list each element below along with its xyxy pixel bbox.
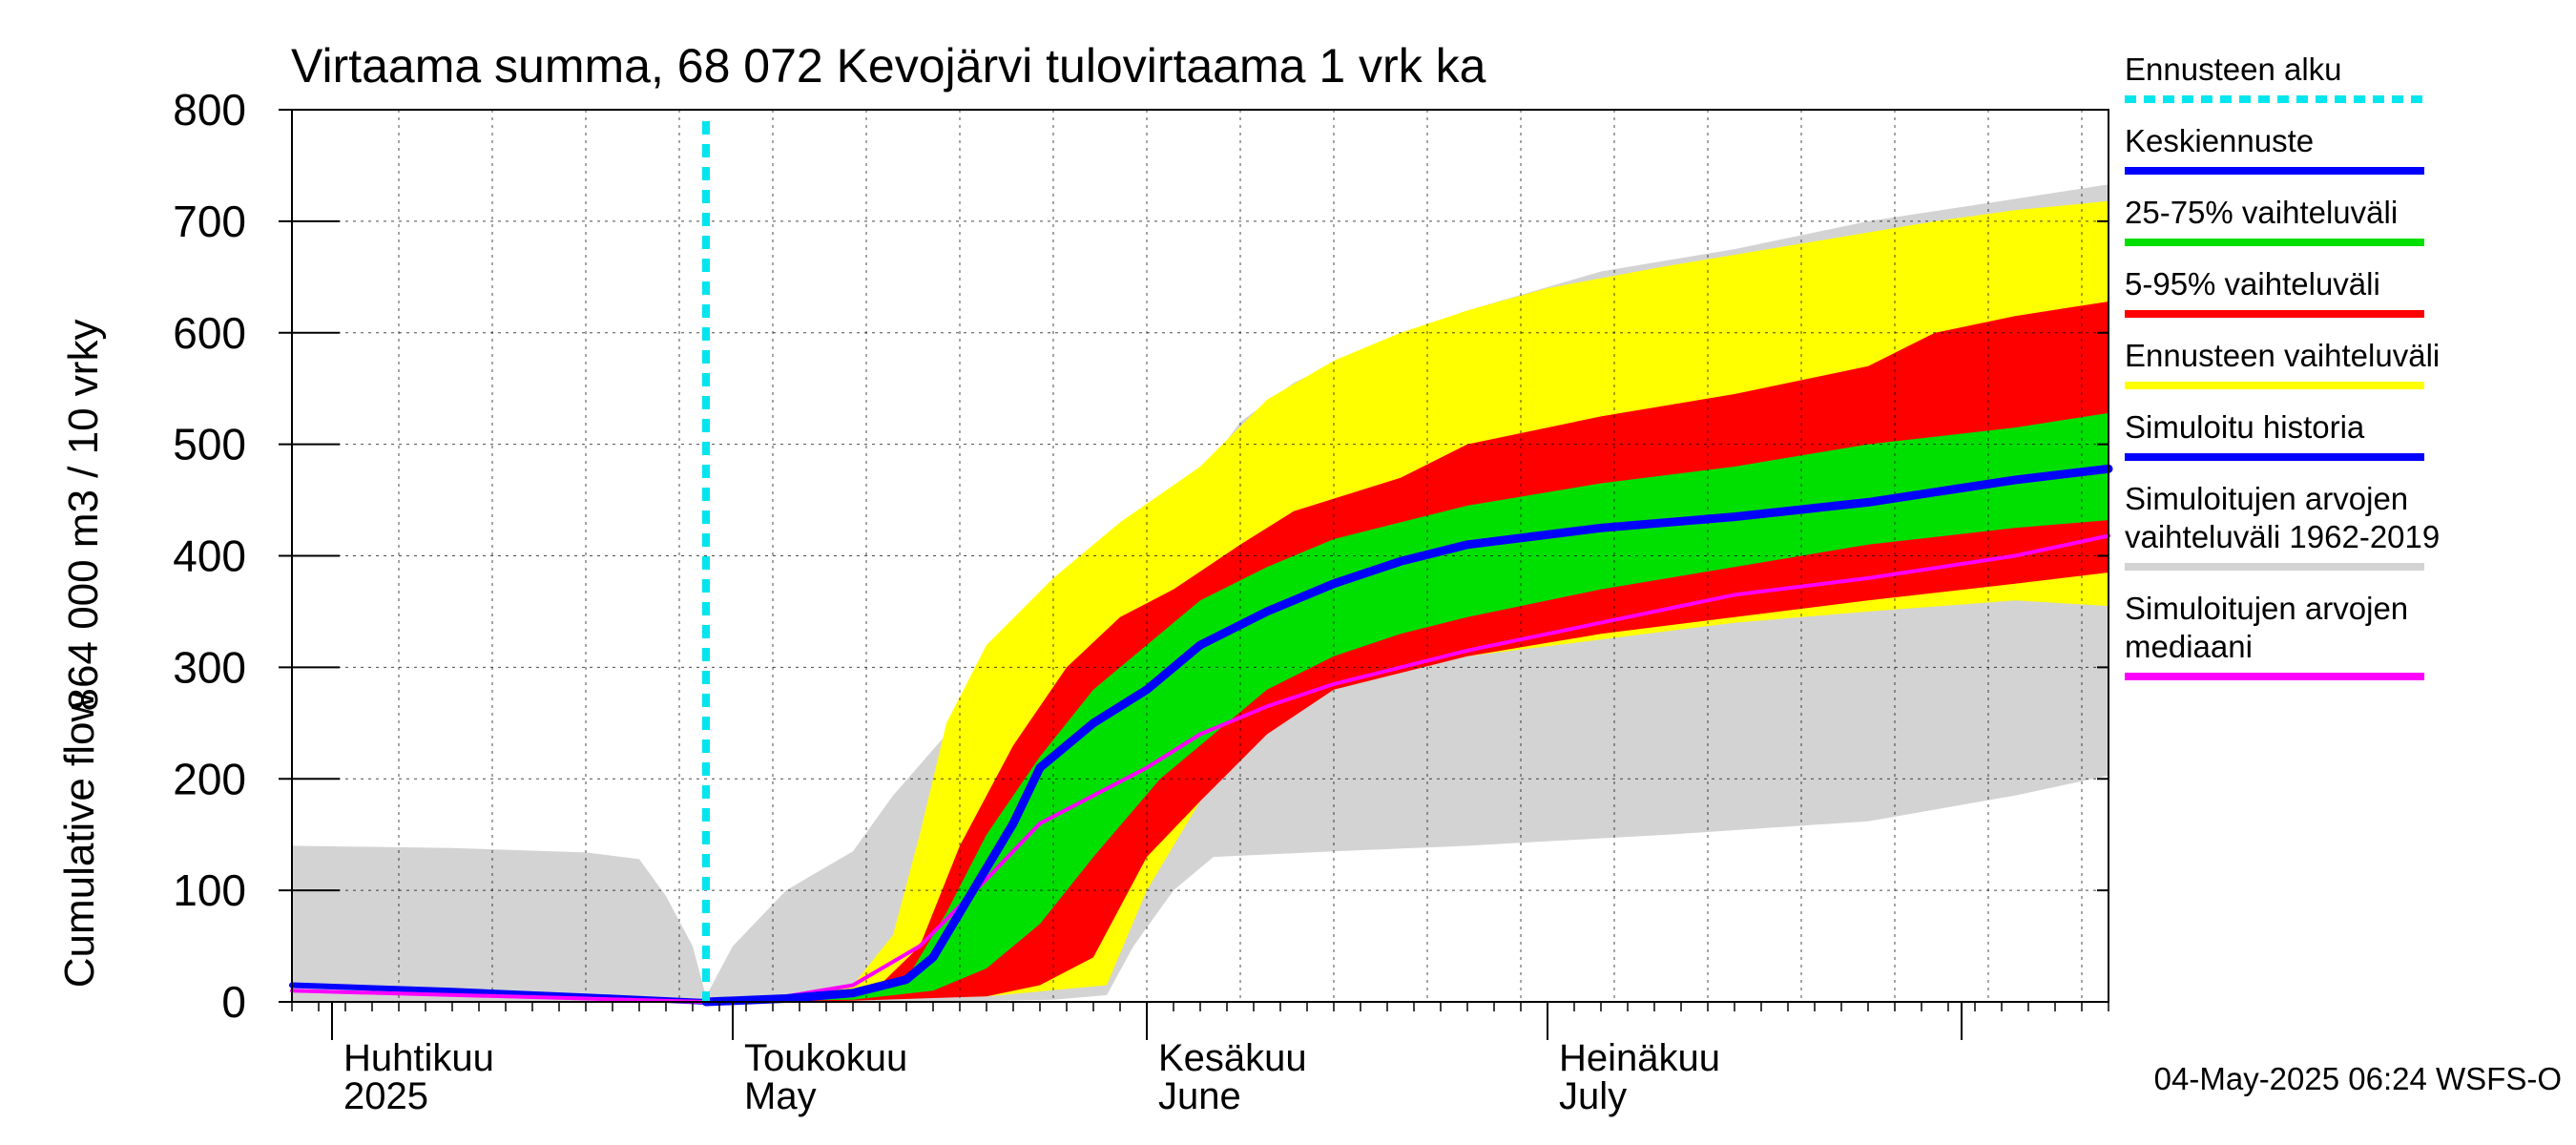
legend-label: Simuloitu historia <box>2125 409 2365 445</box>
legend-label: Ennusteen vaihteluväli <box>2125 338 2440 373</box>
x-tick-label-sub: May <box>744 1075 817 1117</box>
legend-label: Ennusteen alku <box>2125 52 2342 87</box>
p25-75-band <box>706 412 2109 1002</box>
legend: Ennusteen alku Keskiennuste 25-75% vaihtel… <box>2125 52 2440 680</box>
legend-label: 25-75% vaihteluväli <box>2125 195 2398 230</box>
chart-title: Virtaama summa, 68 072 Kevojärvi tulovir… <box>291 39 1486 93</box>
y-tick-label: 100 <box>173 865 246 915</box>
mean-forecast-line <box>701 464 2113 1007</box>
plot-bands <box>292 110 2109 1003</box>
x-tick-label-month: Huhtikuu <box>343 1037 494 1079</box>
x-tick-label-sub: July <box>1559 1075 1627 1117</box>
legend-label-line2: mediaani <box>2125 629 2253 664</box>
legend-label-line2: vaihteluväli 1962-2019 <box>2125 519 2440 554</box>
plot-grid <box>292 110 2109 1002</box>
y-tick-label: 800 <box>173 85 246 135</box>
x-tick-label-month: Toukokuu <box>744 1037 907 1079</box>
x-tick-label-month: Heinäkuu <box>1559 1037 1720 1079</box>
y-tick-label: 500 <box>173 420 246 469</box>
y-axis-label: 864 000 m3 / 10 vrky <box>60 320 107 712</box>
x-tick-label-sub: June <box>1158 1075 1241 1117</box>
legend-label: Simuloitujen arvojen <box>2125 481 2408 516</box>
y-tick-label: 700 <box>173 197 246 246</box>
legend-label: 5-95% vaihteluväli <box>2125 266 2380 302</box>
legend-label: Keskiennuste <box>2125 123 2314 158</box>
plot-lines <box>289 121 2113 1007</box>
y-tick-label: 300 <box>173 642 246 692</box>
y-tick-label: 600 <box>173 308 246 358</box>
x-tick-label-sub: 2025 <box>343 1075 428 1117</box>
y-tick-label: 200 <box>173 754 246 803</box>
y-ticks: 0 100 200 300 400 500 600 700 800 <box>173 85 2109 1027</box>
y-axis-label-secondary: Cumulative flow <box>56 692 103 989</box>
footer-timestamp: 04-May-2025 06:24 WSFS-O <box>2154 1061 2562 1096</box>
legend-label: Simuloitujen arvojen <box>2125 591 2408 626</box>
y-tick-label: 400 <box>173 531 246 581</box>
y-tick-label: 0 <box>221 977 246 1027</box>
x-tick-label-month: Kesäkuu <box>1158 1037 1307 1079</box>
